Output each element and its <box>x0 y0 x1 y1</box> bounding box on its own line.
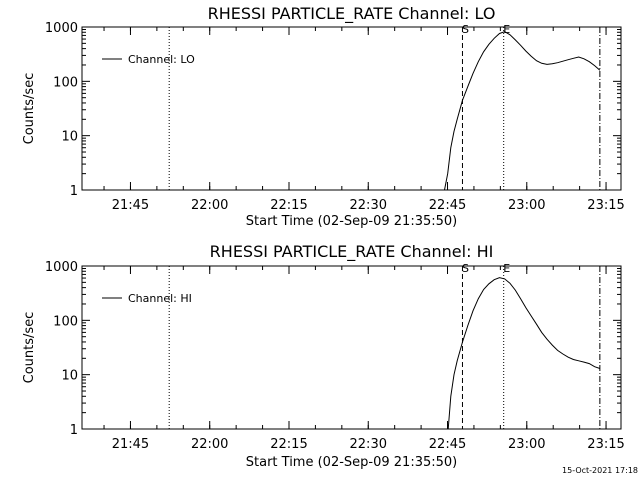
x-axis-label: Start Time (02-Sep-09 21:35:50) <box>246 455 457 470</box>
y-axis-label: Counts/sec <box>22 312 37 384</box>
x-tick-label: 22:00 <box>191 437 228 452</box>
y-tick-label: 1 <box>70 423 78 438</box>
chart-title: RHESSI PARTICLE_RATE Channel: LO <box>208 4 496 24</box>
x-tick-label: 23:15 <box>587 437 624 452</box>
x-tick-label: 22:15 <box>270 198 307 213</box>
marker-label-S: S <box>462 23 469 36</box>
x-tick-label: 22:00 <box>191 198 228 213</box>
series-line-0 <box>444 31 601 191</box>
legend-label: Channel: HI <box>128 292 192 305</box>
x-tick-label: 22:15 <box>270 437 307 452</box>
marker-label-E: E <box>503 262 510 275</box>
x-tick-label: 23:00 <box>508 437 545 452</box>
x-axis-label: Start Time (02-Sep-09 21:35:50) <box>246 214 457 229</box>
x-tick-label: 22:45 <box>429 198 466 213</box>
chart-panel-0: RHESSI PARTICLE_RATE Channel: LO Counts/s… <box>22 4 625 229</box>
timestamp: 15-Oct-2021 17:18 <box>562 466 638 475</box>
marker-label-E: E <box>503 23 510 36</box>
y-tick-label: 100 <box>53 75 78 90</box>
plot-frame <box>81 265 622 430</box>
y-tick-label: 10 <box>61 369 78 384</box>
x-tick-label: 22:30 <box>350 437 387 452</box>
x-tick-label: 22:30 <box>350 198 387 213</box>
series-line-0 <box>447 277 601 430</box>
y-tick-label: 10 <box>61 130 78 145</box>
x-tick-label: 21:45 <box>112 437 149 452</box>
y-tick-label: 1000 <box>45 260 78 275</box>
y-tick-label: 100 <box>53 314 78 329</box>
chart-panel-1: RHESSI PARTICLE_RATE Channel: HI Counts/s… <box>22 242 625 470</box>
y-tick-label: 1 <box>70 184 78 199</box>
plot-frame <box>81 26 622 191</box>
x-tick-label: 23:15 <box>587 198 624 213</box>
x-tick-label: 22:45 <box>429 437 466 452</box>
y-tick-label: 1000 <box>45 21 78 36</box>
timestamp-wrap: 15-Oct-2021 17:18 <box>530 466 638 475</box>
marker-label-S: S <box>462 262 469 275</box>
y-axis-label: Counts/sec <box>22 73 37 145</box>
chart-title: RHESSI PARTICLE_RATE Channel: HI <box>210 242 494 262</box>
legend-label: Channel: LO <box>128 53 195 66</box>
x-tick-label: 21:45 <box>112 198 149 213</box>
x-tick-label: 23:00 <box>508 198 545 213</box>
